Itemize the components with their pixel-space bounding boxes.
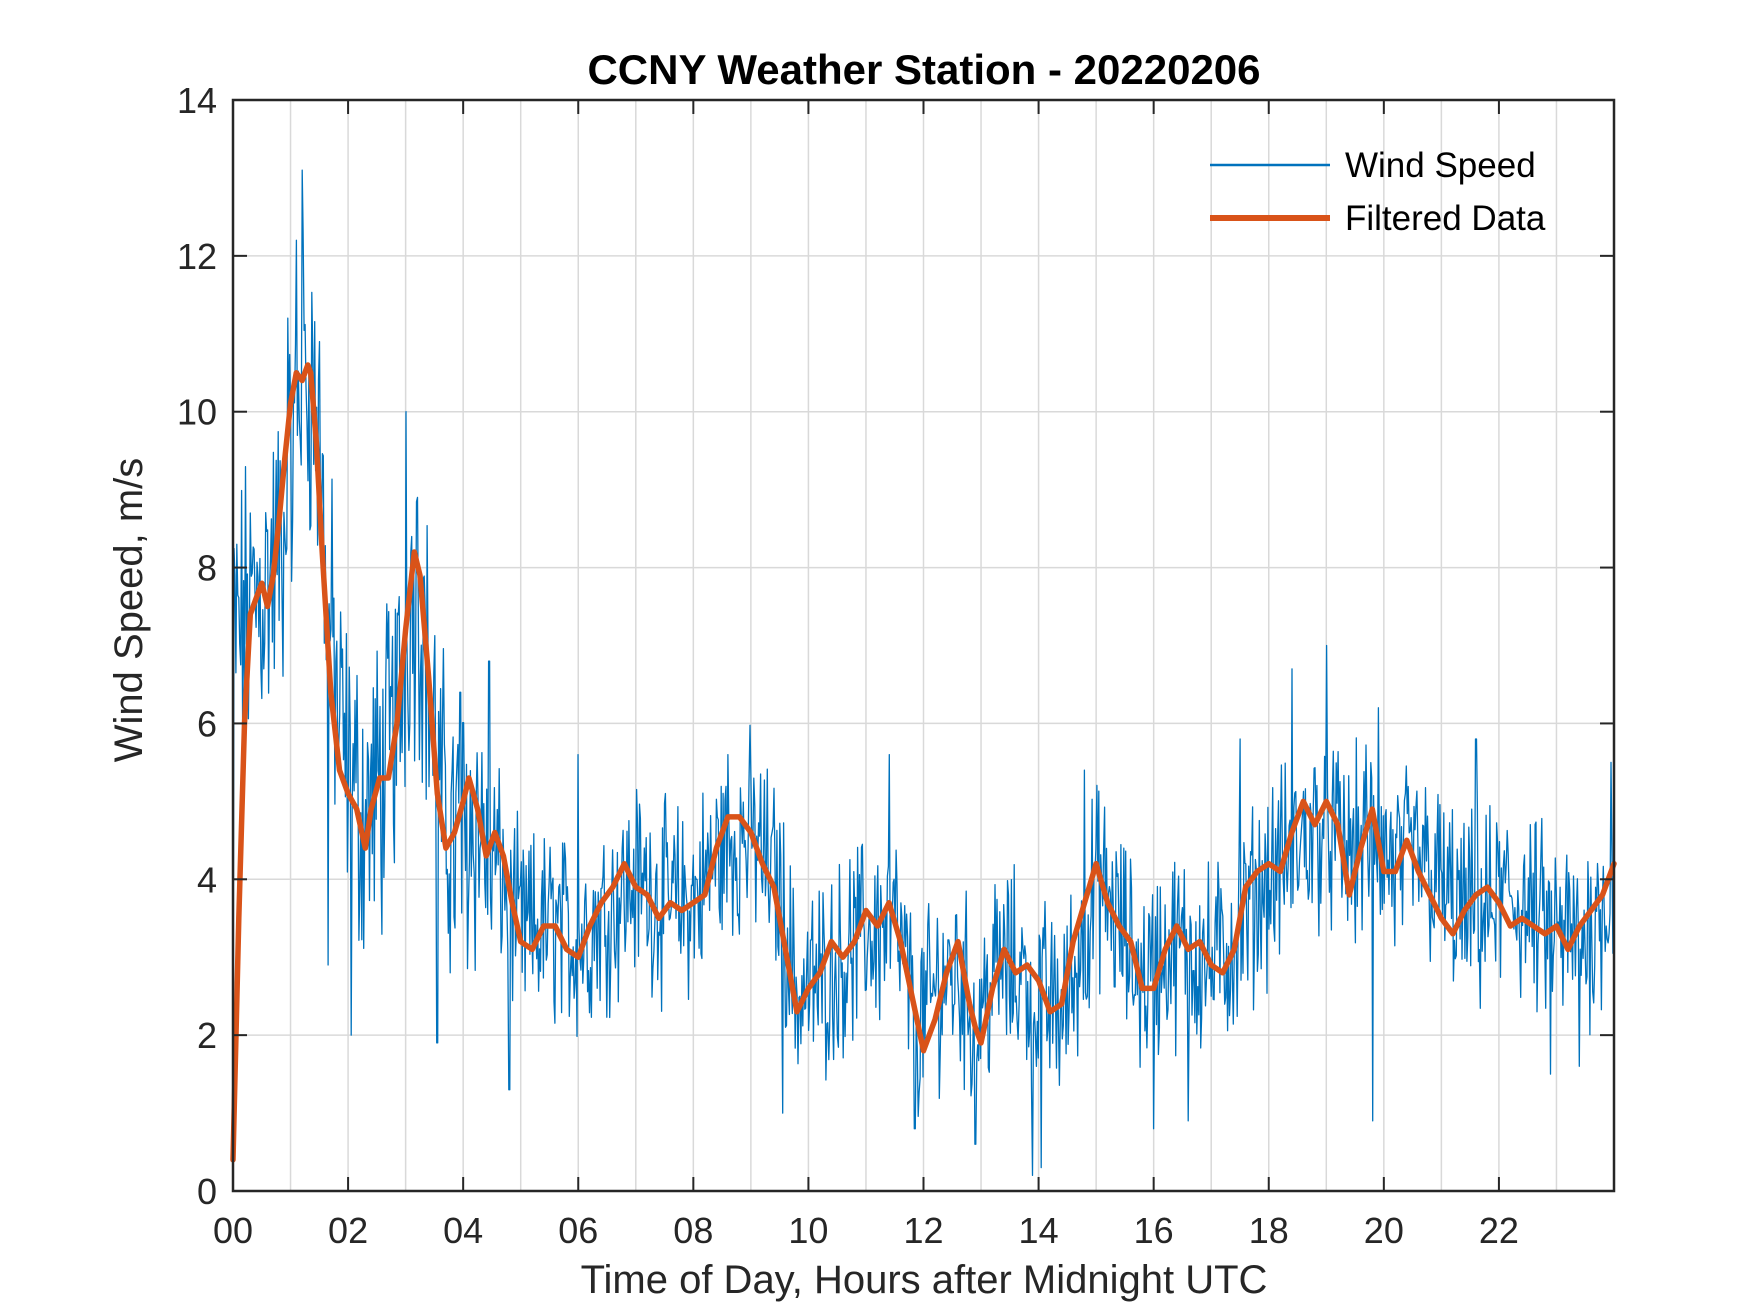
y-tick-label: 0 [197,1171,217,1212]
y-tick-label: 12 [177,236,217,277]
x-tick-label: 04 [443,1210,483,1251]
x-tick-label: 14 [1019,1210,1059,1251]
x-axis-title: Time of Day, Hours after Midnight UTC [581,1258,1268,1302]
legend: Wind Speed Filtered Data [1210,146,1546,238]
y-tick-label: 2 [197,1015,217,1056]
filtered-data-layer [230,362,1617,1163]
y-axis-title: Wind Speed, m/s [107,458,151,763]
y-tick-label: 6 [197,703,217,744]
x-tick-label: 02 [328,1210,368,1251]
legend-label-wind-speed: Wind Speed [1345,146,1536,185]
y-tick-label: 10 [177,392,217,433]
x-tick-label: 06 [558,1210,598,1251]
y-tick-label: 4 [197,859,217,900]
x-tick-label: 22 [1479,1210,1519,1251]
x-tick-label: 10 [788,1210,828,1251]
grid-layer [233,100,1614,1191]
x-tick-label: 08 [673,1210,713,1251]
x-tick-label: 18 [1249,1210,1289,1251]
y-tick-label: 14 [177,80,217,121]
x-tick-label: 20 [1364,1210,1404,1251]
x-tick-label: 00 [213,1210,253,1251]
x-tick-label: 12 [903,1210,943,1251]
x-tick-label: 16 [1134,1210,1174,1251]
chart-title: CCNY Weather Station - 20220206 [587,46,1260,93]
legend-label-filtered-data: Filtered Data [1345,199,1546,238]
axes-layer [231,98,1616,1193]
y-tick-label: 8 [197,548,217,589]
series-line-filtered-data [230,362,1617,1163]
